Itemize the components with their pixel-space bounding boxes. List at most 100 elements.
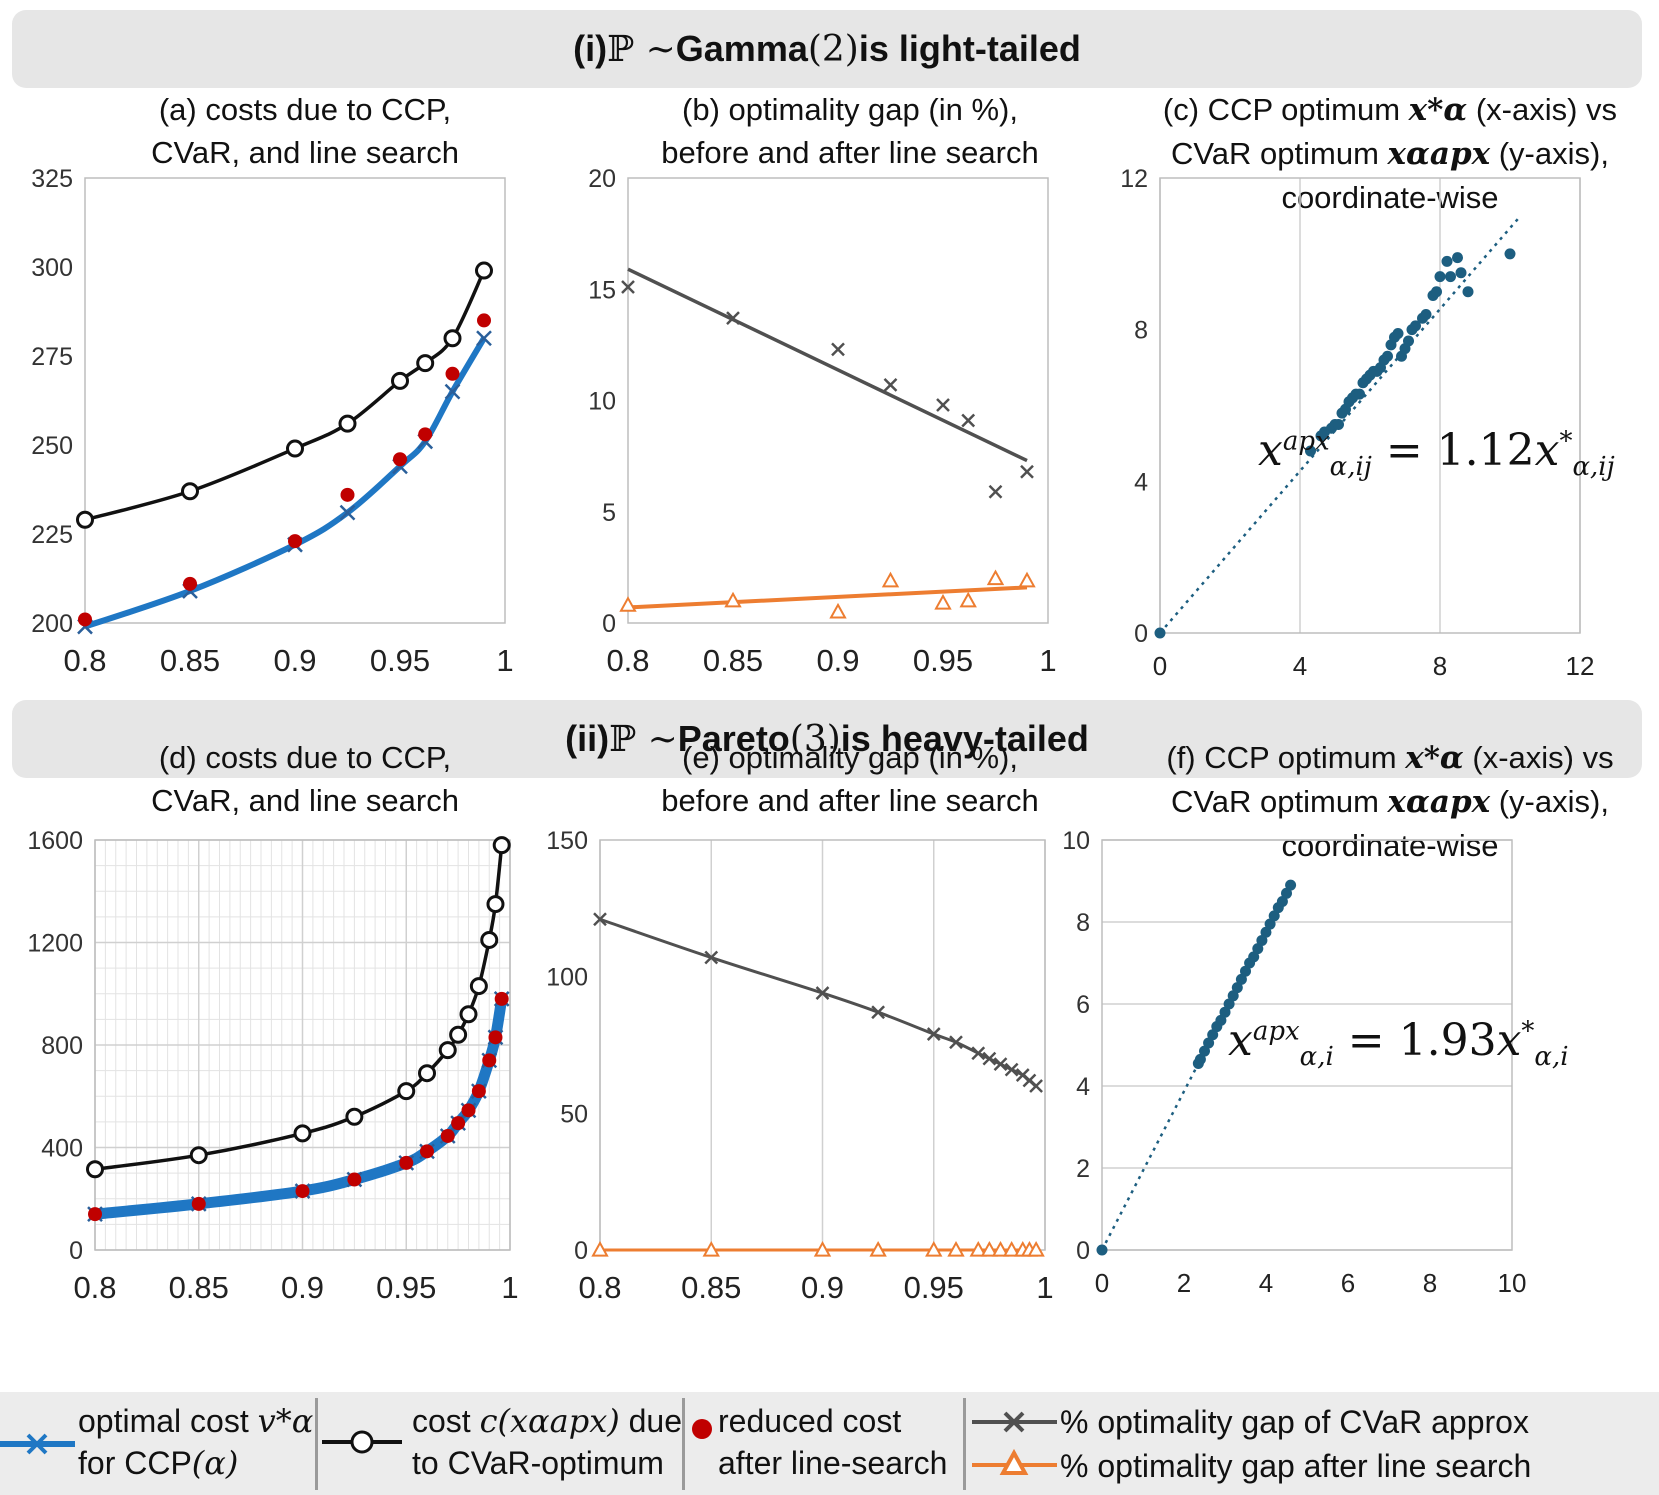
- y-tick-label: 0: [574, 1237, 588, 1265]
- data-point-triangle: [986, 569, 1005, 586]
- data-point-triangle: [591, 1240, 609, 1257]
- data-point-circle: [443, 329, 462, 348]
- x-tick-label: 6: [1341, 1268, 1355, 1298]
- data-point-dot: [1431, 286, 1442, 298]
- data-point-x: [988, 484, 1003, 499]
- section-banner-pareto: (ii) ℙ ∼ Pareto (3) is heavy-tailed: [12, 700, 1642, 778]
- fit-equation-c: xapxα,ij = 1.12x*α,ij: [1258, 425, 1615, 482]
- trendline: [627, 585, 1028, 610]
- data-point-dot: [1354, 388, 1365, 400]
- data-point-triangle: [881, 571, 900, 588]
- x-tick-label: 0.95: [376, 1270, 436, 1305]
- data-point-x: [971, 1046, 986, 1061]
- data-point-triangle: [925, 1240, 943, 1257]
- series-line: [84, 336, 487, 630]
- data-point-dot: [288, 534, 302, 549]
- x-tick-label: 0.85: [160, 643, 220, 678]
- y-tick-label: 50: [560, 1100, 588, 1128]
- data-point-dot: [1231, 982, 1243, 994]
- data-point-circle: [480, 930, 499, 949]
- panel-c-title: (c) CCP optimum x*α (x-axis) vs CVaR opt…: [1162, 92, 1618, 215]
- panel-d-title: (d) costs due to CCP, CVaR, and line sear…: [151, 740, 459, 818]
- series-line: [84, 269, 486, 522]
- data-point-x: [831, 342, 845, 357]
- x-tick-label: 0.85: [169, 1270, 229, 1305]
- data-point-triangle: [1002, 1240, 1021, 1257]
- x-tick-label: 1: [496, 643, 513, 678]
- x-tick-label: 8: [1423, 1268, 1437, 1298]
- data-point-dot: [1207, 1029, 1219, 1041]
- data-point-dot: [451, 1116, 466, 1131]
- data-point-x: [704, 950, 719, 965]
- data-point-dot: [488, 1030, 503, 1045]
- data-point-dot: [1227, 990, 1239, 1002]
- plot-frame: [94, 839, 511, 1251]
- data-point-x: [949, 1035, 963, 1050]
- y-tick-label: 400: [41, 1135, 83, 1163]
- y-tick-label: 6: [1076, 991, 1090, 1019]
- x-tick-label: 1: [1039, 643, 1056, 678]
- y-tick-label: 5: [602, 499, 616, 527]
- data-point-dot: [1382, 350, 1393, 362]
- data-point-circle: [416, 354, 435, 373]
- data-point-x: [871, 1005, 886, 1020]
- x-tick-label: 0.85: [703, 643, 763, 678]
- data-point-dot: [1276, 896, 1288, 907]
- y-tick-label: 8: [1076, 909, 1090, 937]
- x-tick-label: 0: [1095, 1268, 1109, 1298]
- data-point-dot: [440, 1128, 455, 1143]
- data-point-dot: [445, 366, 460, 381]
- legend-swatch-gray-x: [972, 1411, 1057, 1433]
- x-tick-label: 4: [1293, 651, 1307, 681]
- x-tick-label: 0.8: [606, 643, 649, 678]
- data-point-circle: [338, 414, 357, 433]
- legend-item-optimal-cost: optimal cost v*α for CCP(α): [0, 1392, 315, 1495]
- data-point-dot: [418, 427, 433, 442]
- legend-swatch-red-dot: [692, 1419, 712, 1439]
- data-point-circle: [286, 439, 304, 458]
- data-point-triangle: [869, 1240, 887, 1257]
- y-tick-label: 325: [31, 165, 73, 193]
- data-point-circle: [397, 1082, 416, 1101]
- x-tick-label: 0: [1153, 651, 1167, 681]
- data-point-dot: [1333, 418, 1344, 430]
- x-tick-label: 0.9: [801, 1270, 844, 1305]
- data-point-x: [982, 1051, 997, 1066]
- y-tick-label: 0: [1134, 620, 1148, 648]
- data-point-x: [1020, 464, 1034, 479]
- y-tick-label: 20: [588, 165, 616, 193]
- y-tick-label: 100: [546, 964, 588, 992]
- data-point-triangle: [1018, 571, 1036, 588]
- data-point-dot: [1223, 998, 1235, 1010]
- series-line: [94, 997, 508, 1220]
- data-point-dot: [1240, 965, 1251, 977]
- y-tick-label: 8: [1134, 317, 1148, 345]
- data-point-triangle: [947, 1240, 965, 1257]
- data-point-dot: [1096, 1244, 1108, 1256]
- panel-e-title: (e) optimality gap (in %), before and aft…: [661, 740, 1039, 818]
- data-point-dot: [1441, 255, 1453, 267]
- data-point-dot: [183, 576, 197, 591]
- data-point-x: [883, 378, 898, 392]
- data-point-dot: [477, 313, 491, 328]
- data-point-x: [444, 383, 461, 400]
- data-point-dot: [88, 1207, 102, 1222]
- data-point-circle: [492, 836, 511, 855]
- chart-c-scatter-gamma: 0 4 8 12 0 4 8 12: [1120, 165, 1594, 681]
- data-point-x: [815, 986, 830, 1000]
- data-point-dot: [1194, 1053, 1206, 1065]
- data-point-circle: [76, 510, 94, 529]
- legend-item-cvar-cost: cost c(xαapx) due to CVaR-optimum: [322, 1392, 682, 1495]
- data-point-triangle: [934, 593, 952, 610]
- data-point-dot: [1252, 943, 1264, 955]
- y-tick-label: 12: [1120, 165, 1148, 193]
- data-point-x: [339, 504, 356, 521]
- y-tick-label: 800: [41, 1032, 83, 1060]
- y-tick-label: 15: [588, 276, 616, 304]
- data-point-circle: [438, 1041, 457, 1060]
- x-tick-label: 8: [1433, 651, 1447, 681]
- data-point-dot: [1260, 926, 1272, 938]
- y-tick-label: 200: [31, 610, 73, 638]
- data-point-dot: [1452, 252, 1463, 264]
- data-point-x: [593, 912, 607, 927]
